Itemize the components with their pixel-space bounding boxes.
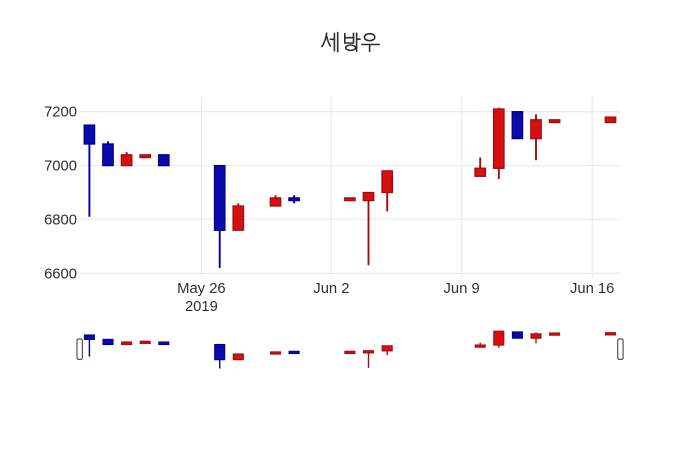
svg-text:6800: 6800 [44, 212, 77, 228]
svg-text:2019: 2019 [185, 299, 218, 315]
svg-text:Jun 16: Jun 16 [570, 281, 614, 297]
svg-text:Jun 9: Jun 9 [443, 281, 479, 297]
svg-text:Jun 2: Jun 2 [313, 281, 349, 297]
svg-text:May 26: May 26 [177, 281, 226, 297]
svg-text:7000: 7000 [44, 159, 77, 175]
svg-text:6600: 6600 [44, 266, 77, 282]
svg-text:7200: 7200 [44, 105, 77, 121]
